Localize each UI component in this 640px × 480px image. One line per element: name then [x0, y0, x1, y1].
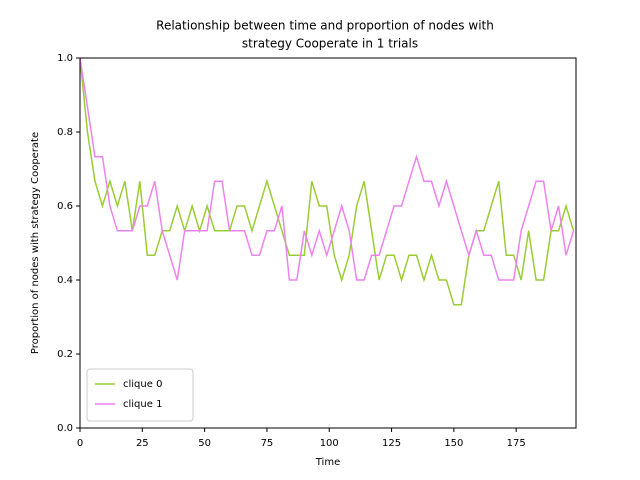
y-tick-label: 0.6 [57, 201, 73, 212]
legend-label: clique 1 [123, 399, 162, 410]
y-tick-label: 0.4 [57, 275, 73, 286]
x-tick-label: 150 [444, 438, 463, 449]
chart-title: strategy Cooperate in 1 trials [242, 37, 418, 51]
x-tick-label: 25 [136, 438, 149, 449]
x-tick-label: 50 [198, 438, 211, 449]
x-tick-label: 0 [77, 438, 83, 449]
x-tick-label: 175 [507, 438, 526, 449]
x-tick-label: 100 [320, 438, 339, 449]
legend: clique 0 clique 1 [86, 368, 194, 422]
plot-frame [79, 57, 577, 429]
y-tick-label: 0.0 [57, 423, 73, 434]
line-series [79, 57, 575, 281]
y-tick-label: 0.8 [57, 127, 73, 138]
chart-title: Relationship between time and proportion… [156, 19, 494, 33]
x-tick-label: 125 [382, 438, 401, 449]
legend-label: clique 0 [123, 379, 162, 390]
y-axis-label: Proportion of nodes with strategy Cooper… [30, 132, 41, 354]
legend-box [86, 368, 194, 422]
y-tick-label: 1.0 [57, 53, 73, 64]
y-tick-label: 0.2 [57, 349, 73, 360]
x-axis-label: Time [315, 457, 340, 468]
x-tick-label: 75 [261, 438, 274, 449]
